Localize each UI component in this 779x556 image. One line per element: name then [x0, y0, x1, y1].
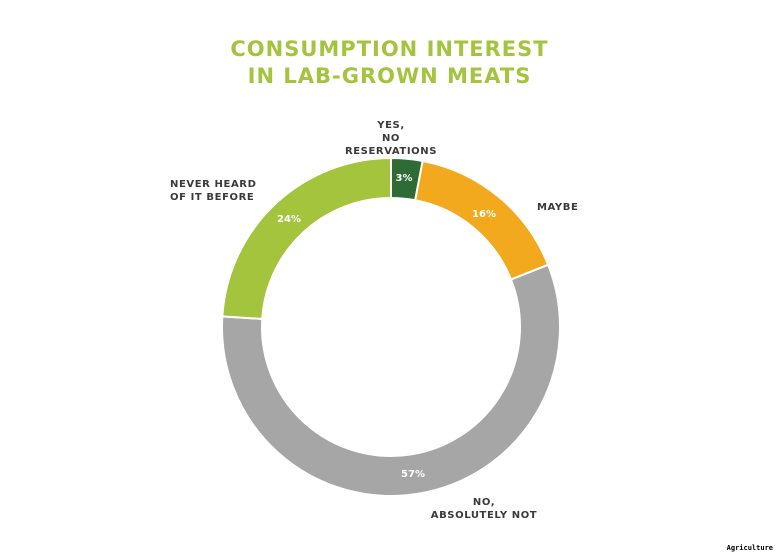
label-never-line-1: NEVER HEARD	[170, 179, 257, 190]
pct-label-maybe: 16%	[472, 209, 496, 220]
title-line-2: IN LAB-GROWN MEATS	[247, 64, 532, 88]
pct-label-yes: 3%	[396, 173, 413, 184]
label-never-line-2: OF IT BEFORE	[170, 192, 255, 203]
label-never: NEVER HEARD OF IT BEFORE	[170, 178, 257, 204]
title-line-1: CONSUMPTION INTEREST	[230, 37, 549, 61]
pct-label-no: 57%	[401, 469, 425, 480]
donut-segment-maybe	[414, 159, 550, 281]
label-maybe: MAYBE	[537, 202, 579, 213]
chart-title: CONSUMPTION INTEREST IN LAB-GROWN MEATS	[0, 36, 779, 90]
label-no: NO, ABSOLUTELY NOT	[424, 496, 544, 522]
label-yes-line-2: NO RESERVATIONS	[344, 133, 438, 157]
donut-segments	[221, 156, 561, 497]
pct-label-never: 24%	[277, 214, 301, 225]
label-yes-line-1: YES,	[377, 120, 405, 131]
label-yes: YES, NO RESERVATIONS	[334, 119, 448, 158]
label-no-line-2: ABSOLUTELY NOT	[430, 510, 538, 521]
donut-segment-never	[221, 156, 392, 320]
footer-category: Agriculture	[726, 544, 773, 552]
label-no-line-1: NO,	[472, 497, 496, 508]
donut-segment-no	[221, 263, 561, 497]
